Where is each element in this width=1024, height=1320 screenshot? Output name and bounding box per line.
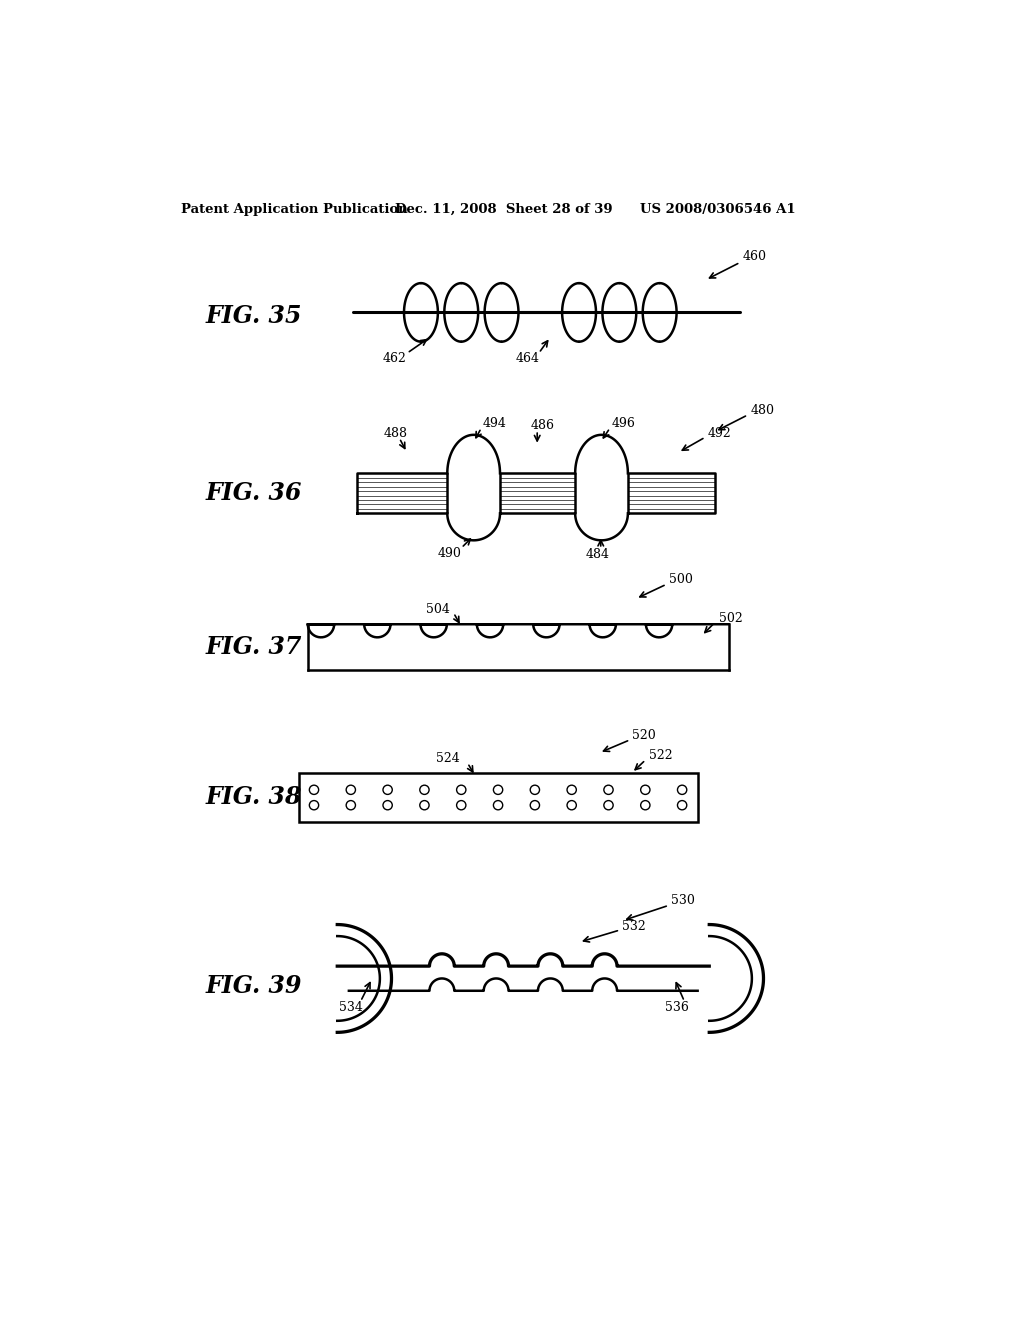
Circle shape xyxy=(530,800,540,810)
Polygon shape xyxy=(337,924,764,1032)
Text: FIG. 39: FIG. 39 xyxy=(206,974,302,998)
Text: 494: 494 xyxy=(483,417,507,430)
Circle shape xyxy=(420,800,429,810)
Circle shape xyxy=(420,785,429,795)
Circle shape xyxy=(494,785,503,795)
Text: 530: 530 xyxy=(671,894,694,907)
Circle shape xyxy=(346,785,355,795)
Text: 500: 500 xyxy=(669,573,693,586)
Bar xyxy=(299,774,697,822)
Text: 464: 464 xyxy=(515,352,540,366)
Circle shape xyxy=(641,800,650,810)
Circle shape xyxy=(383,785,392,795)
Circle shape xyxy=(346,800,355,810)
Text: Dec. 11, 2008  Sheet 28 of 39: Dec. 11, 2008 Sheet 28 of 39 xyxy=(395,203,613,216)
Circle shape xyxy=(604,800,613,810)
Circle shape xyxy=(530,785,540,795)
Circle shape xyxy=(678,800,687,810)
Text: 522: 522 xyxy=(649,750,673,763)
Text: FIG. 37: FIG. 37 xyxy=(206,635,302,660)
Circle shape xyxy=(567,800,577,810)
Text: 492: 492 xyxy=(708,426,731,440)
Text: 532: 532 xyxy=(623,920,646,933)
Circle shape xyxy=(457,800,466,810)
Text: FIG. 36: FIG. 36 xyxy=(206,482,302,506)
Text: 484: 484 xyxy=(586,548,609,561)
Circle shape xyxy=(567,785,577,795)
Polygon shape xyxy=(308,624,729,671)
Text: 504: 504 xyxy=(426,603,451,616)
Circle shape xyxy=(678,785,687,795)
Circle shape xyxy=(309,785,318,795)
Text: 480: 480 xyxy=(751,404,774,417)
Text: 460: 460 xyxy=(742,251,767,264)
Text: 502: 502 xyxy=(719,611,742,624)
Circle shape xyxy=(604,785,613,795)
Circle shape xyxy=(309,800,318,810)
Text: 490: 490 xyxy=(438,546,462,560)
Circle shape xyxy=(457,785,466,795)
Text: FIG. 35: FIG. 35 xyxy=(206,304,302,329)
Text: 496: 496 xyxy=(611,417,636,430)
Circle shape xyxy=(494,800,503,810)
Text: Patent Application Publication: Patent Application Publication xyxy=(180,203,408,216)
Text: 462: 462 xyxy=(382,352,407,366)
Text: 534: 534 xyxy=(339,1001,362,1014)
Text: 488: 488 xyxy=(384,426,408,440)
Text: FIG. 38: FIG. 38 xyxy=(206,785,302,809)
Text: 536: 536 xyxy=(665,1001,689,1014)
Circle shape xyxy=(641,785,650,795)
Circle shape xyxy=(383,800,392,810)
Text: 486: 486 xyxy=(531,418,555,432)
Text: 524: 524 xyxy=(436,752,460,766)
Text: US 2008/0306546 A1: US 2008/0306546 A1 xyxy=(640,203,795,216)
Text: 520: 520 xyxy=(632,730,655,742)
